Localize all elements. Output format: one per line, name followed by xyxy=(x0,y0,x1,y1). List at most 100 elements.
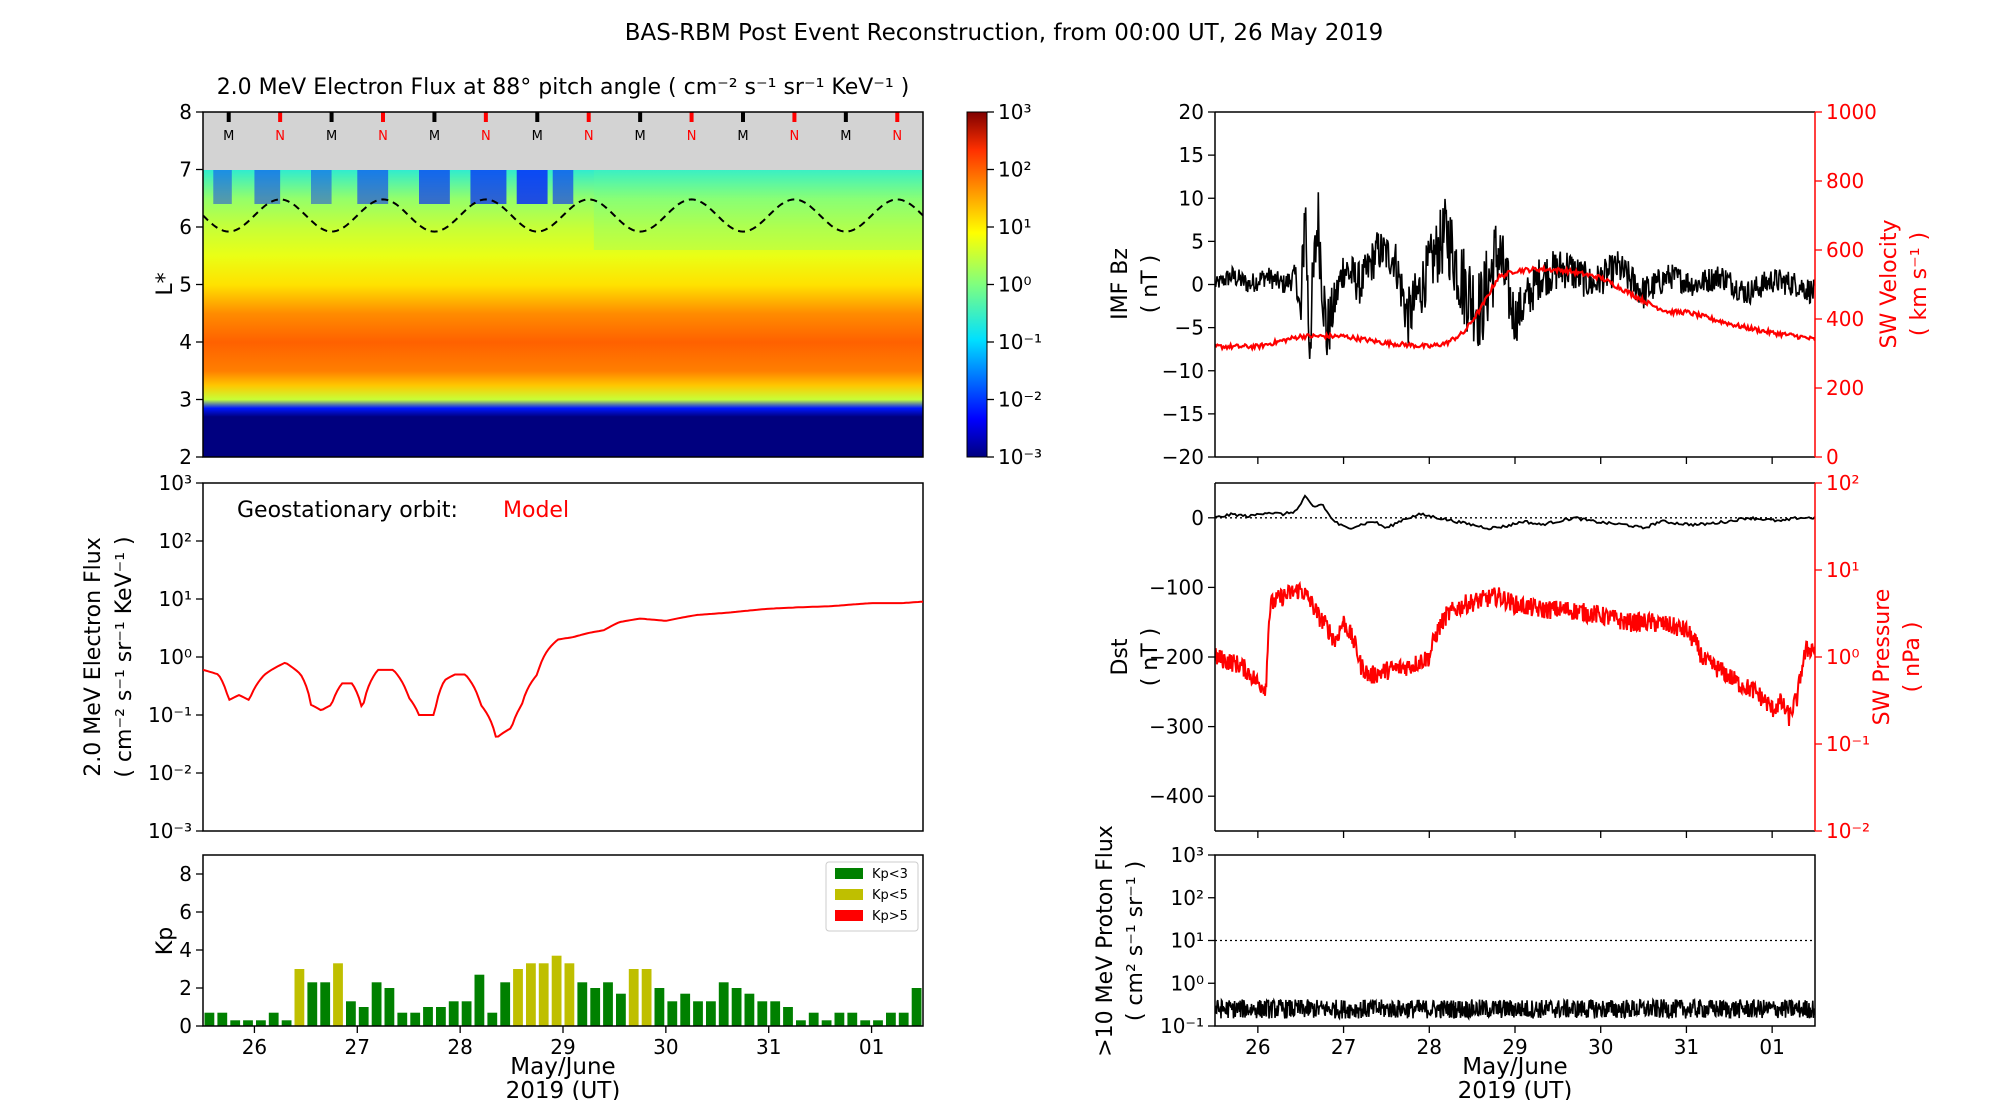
y-tick-label: −15 xyxy=(1162,402,1204,426)
kp-bar xyxy=(474,974,485,1026)
imf-ylabel-line1: IMF Bz xyxy=(1108,248,1133,320)
y-tick-label: 15 xyxy=(1179,143,1204,167)
kp-bar xyxy=(346,1001,356,1026)
kp-bar xyxy=(358,1007,369,1026)
mlt-marker-label: M xyxy=(223,129,234,144)
y-tick-label: 10¹ xyxy=(998,215,1031,239)
y-tick-label: 10³ xyxy=(159,471,192,495)
kp-bar xyxy=(526,963,536,1026)
x-tick-label: 27 xyxy=(345,1035,370,1059)
kp-bar xyxy=(397,1012,408,1026)
kp-bar xyxy=(731,988,742,1026)
y-tick-label: 0 xyxy=(1191,273,1204,297)
flux-depletion-patch xyxy=(357,169,389,204)
kp-bar xyxy=(860,1020,871,1026)
kp-bar xyxy=(616,993,626,1026)
kp-bar xyxy=(294,969,305,1026)
y-tick-label: 0 xyxy=(179,1014,192,1038)
y-tick-label: 10² xyxy=(159,529,192,553)
sw-velocity-ylabel-line1: SW Velocity xyxy=(1877,219,1902,348)
y-tick-label: 10⁻² xyxy=(998,388,1042,412)
mlt-marker-label: N xyxy=(892,129,902,144)
mlt-marker-label: N xyxy=(481,129,491,144)
y-tick-label: 10¹ xyxy=(159,587,192,611)
kp-bar xyxy=(243,1020,253,1026)
kp-bar xyxy=(268,1012,279,1026)
x-tick-label: 29 xyxy=(550,1035,575,1059)
kp-legend-swatch-yellow xyxy=(835,889,863,900)
kp-bar xyxy=(911,988,922,1026)
y-tick-label: −20 xyxy=(1162,445,1204,469)
y-tick-label: 10³ xyxy=(998,100,1031,124)
kp-bar xyxy=(693,1001,703,1026)
dst-ylabel-line1: Dst xyxy=(1108,638,1133,675)
mlt-marker-band xyxy=(203,112,923,170)
y-tick-label: 7 xyxy=(179,158,192,182)
kp-bar xyxy=(371,982,382,1026)
flux-enhancement-patch xyxy=(593,169,923,250)
sw-velocity-ylabel-line2: ( km s⁻¹ ) xyxy=(1907,232,1932,336)
y-tick-label: 6 xyxy=(179,215,192,239)
geo-flux-frame xyxy=(202,482,924,832)
right-xlabel-line2: 2019 (UT) xyxy=(1458,1078,1573,1100)
kp-bar xyxy=(487,1012,498,1026)
flux-depletion-patch xyxy=(419,169,450,204)
proton-ylabel-line1: >10 MeV Proton Flux xyxy=(1093,825,1118,1057)
y-tick-label: 10⁻² xyxy=(148,761,192,785)
kp-bar xyxy=(230,1020,241,1026)
y-tick-label: 10² xyxy=(998,158,1031,182)
kp-bar xyxy=(551,955,562,1026)
imf-ylabel-line2: ( nT ) xyxy=(1138,255,1163,314)
y-tick-label: 10⁻² xyxy=(1826,819,1870,843)
kp-legend-label-green: Kp<3 xyxy=(872,867,908,882)
figure-title: BAS-RBM Post Event Reconstruction, from … xyxy=(625,20,1384,46)
kp-bar xyxy=(718,982,729,1026)
flux-depletion-patch xyxy=(213,169,232,204)
mlt-marker-label: M xyxy=(326,129,337,144)
y-tick-label: 2 xyxy=(179,976,192,1000)
geo-annotation-label: Geostationary orbit: xyxy=(237,498,458,523)
imf-bz-panel: −20 −15 −10 −5 0 5 10 15 20 0 200 400 600 800 1000 IM… xyxy=(1108,100,1932,469)
kp-bar xyxy=(796,1020,806,1026)
kp-bar xyxy=(808,1012,819,1026)
right-xlabel-line1: May/June xyxy=(1462,1054,1567,1080)
sw-pressure-ylabel-line2: ( nPa ) xyxy=(1900,622,1925,693)
left-xlabel-line1: May/June xyxy=(510,1054,615,1080)
y-tick-label: −300 xyxy=(1149,715,1204,739)
y-tick-label: 600 xyxy=(1826,238,1864,262)
kp-bar xyxy=(847,1012,858,1026)
kp-legend: Kp<3 Kp<5 Kp>5 xyxy=(825,861,919,932)
kp-legend-swatch-red xyxy=(835,910,863,921)
proton-flux-panel: 10⁻¹ 10⁰ 10¹ 10² 10³ 26 27 28 29 30 31 01 >10 MeV … xyxy=(1093,825,1816,1100)
kp-bar xyxy=(384,988,395,1026)
left-xlabel-line2: 2019 (UT) xyxy=(506,1078,621,1100)
kp-bar xyxy=(538,963,549,1026)
mlt-marker-label: N xyxy=(687,129,697,144)
y-tick-label: −200 xyxy=(1149,645,1204,669)
kp-bar xyxy=(590,988,601,1026)
y-tick-label: 10⁻¹ xyxy=(1826,732,1870,756)
y-tick-label: 10⁻¹ xyxy=(998,330,1042,354)
kp-bar xyxy=(204,1012,215,1026)
y-tick-label: 10¹ xyxy=(1826,558,1859,582)
mlt-marker-label: M xyxy=(635,129,646,144)
kp-bar xyxy=(821,1020,832,1026)
x-tick-label: 01 xyxy=(1759,1035,1784,1059)
kp-bar xyxy=(603,982,613,1026)
kp-bar xyxy=(333,963,343,1026)
x-tick-label: 30 xyxy=(1588,1035,1613,1059)
x-tick-label: 28 xyxy=(447,1035,472,1059)
kp-legend-label-red: Kp>5 xyxy=(872,909,908,924)
kp-bar xyxy=(628,969,639,1026)
kp-bar xyxy=(706,1001,716,1026)
y-tick-label: 10⁻³ xyxy=(148,819,192,843)
y-tick-label: 10² xyxy=(1826,471,1859,495)
kp-bar xyxy=(513,969,523,1026)
y-tick-label: 0 xyxy=(1191,506,1204,530)
y-tick-label: 10⁻³ xyxy=(998,445,1042,469)
y-tick-label: 6 xyxy=(179,900,192,924)
mlt-marker-label: M xyxy=(429,129,440,144)
y-tick-label: 10⁰ xyxy=(1171,971,1204,995)
y-tick-label: 10⁰ xyxy=(159,645,192,669)
y-tick-label: 20 xyxy=(1179,100,1204,124)
